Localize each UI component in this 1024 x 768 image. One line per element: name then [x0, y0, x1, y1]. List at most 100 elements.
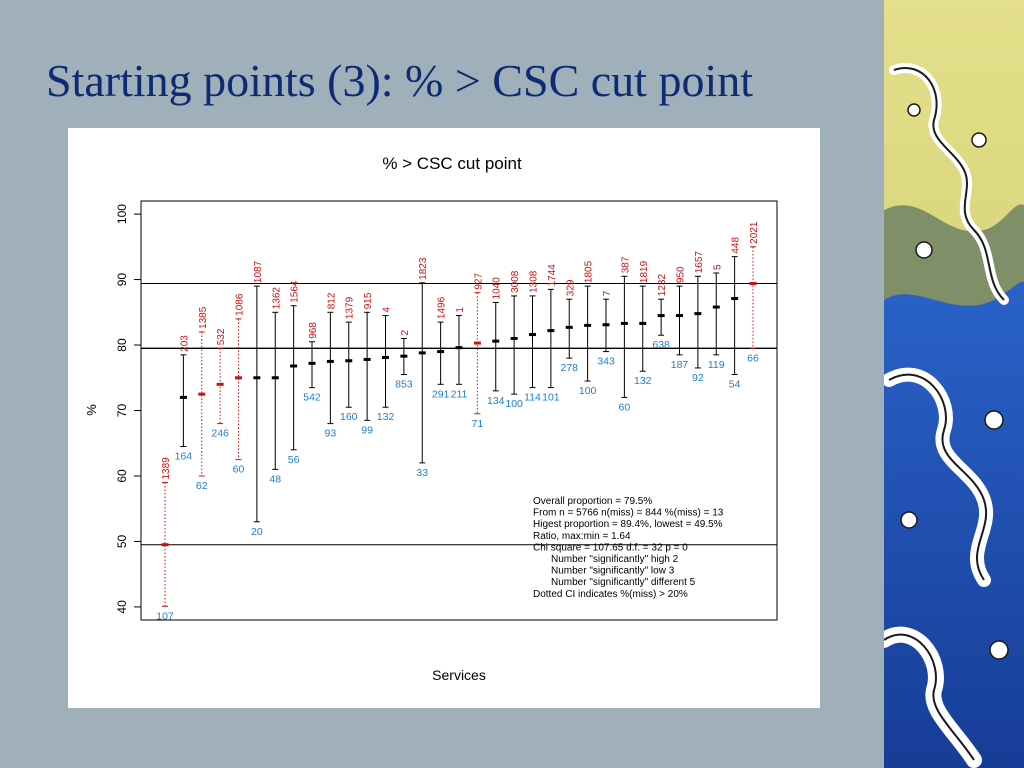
point-estimate — [749, 281, 757, 285]
point-estimate — [326, 359, 334, 363]
data-point: 1308 114 — [524, 270, 541, 403]
n-label: 448 — [731, 237, 742, 254]
miss-label: 71 — [472, 418, 484, 430]
miss-label: 134 — [487, 395, 505, 407]
miss-label: 542 — [303, 392, 321, 404]
point-estimate — [418, 351, 426, 355]
point-estimate — [437, 350, 445, 354]
point-estimate — [455, 346, 463, 350]
miss-label: 114 — [524, 392, 541, 404]
data-point: 1 211 — [451, 307, 468, 401]
n-label: 1496 — [437, 296, 448, 319]
point-estimate — [676, 314, 683, 318]
summary-line: Number "significantly" high 2 — [551, 554, 679, 565]
data-points: 1389 107 203 164 1385 62 532 246 1086 60 1087 20 136… — [156, 221, 760, 622]
point-estimate — [179, 395, 187, 399]
miss-label: 100 — [505, 398, 523, 410]
miss-label: 132 — [634, 375, 652, 387]
data-point: 1744 101 — [542, 264, 560, 404]
point-estimate — [198, 392, 206, 396]
data-point: 1819 132 — [634, 260, 652, 387]
point-estimate — [620, 321, 628, 325]
data-point: 950 187 — [671, 266, 689, 371]
point-estimate — [253, 376, 261, 380]
summary-line: From n = 5766 n(miss) = 844 %(miss) = 13 — [533, 508, 724, 519]
data-point: 968 542 — [303, 322, 321, 404]
data-point: 812 93 — [325, 292, 338, 439]
chart-panel: % > CSC cut point % Services 40 50 60 70 80 9… — [68, 128, 820, 708]
summary-line: Dotted CI indicates %(miss) > 20% — [533, 589, 688, 600]
point-estimate — [602, 323, 610, 327]
x-axis-label: Services — [432, 667, 486, 683]
data-point: 2 853 — [395, 329, 413, 390]
miss-label: 246 — [211, 428, 229, 440]
chart-title: % > CSC cut point — [382, 154, 522, 173]
point-estimate — [161, 543, 169, 547]
n-label: 950 — [676, 266, 687, 283]
point-estimate — [565, 325, 573, 329]
n-label: 329 — [565, 279, 576, 296]
n-label: 1040 — [492, 277, 503, 300]
miss-label: 62 — [196, 480, 208, 492]
miss-label: 100 — [579, 385, 597, 397]
y-tick-label: 60 — [115, 469, 129, 483]
point-estimate — [235, 376, 242, 380]
point-estimate — [731, 297, 739, 301]
data-point: 1496 291 — [432, 296, 450, 400]
point-estimate — [639, 321, 647, 325]
point-estimate — [271, 376, 279, 380]
miss-label: 638 — [652, 339, 670, 351]
n-label: 1564 — [290, 280, 301, 303]
point-estimate — [529, 333, 536, 337]
data-point: 1385 62 — [196, 306, 209, 492]
point-estimate — [492, 339, 500, 343]
n-label: 1232 — [657, 274, 668, 297]
n-label: 1819 — [639, 260, 650, 283]
miss-label: 54 — [729, 378, 741, 390]
summary-text: Overall proportion = 79.5%From n = 5766 … — [533, 496, 724, 600]
miss-label: 99 — [361, 424, 373, 436]
summary-line: Chi square = 107.65 d.f. = 32 p = 0 — [533, 542, 688, 553]
data-point: 1379 160 — [340, 296, 358, 423]
n-label: 3008 — [510, 270, 521, 293]
data-point: 448 54 — [729, 237, 742, 391]
data-point: 927 71 — [472, 273, 485, 430]
data-point: 532 246 — [211, 328, 229, 439]
summary-line: Ratio, max:min = 1.64 — [533, 531, 631, 542]
slide-title: Starting points (3): % > CSC cut point — [46, 55, 754, 106]
data-point: 4 132 — [377, 307, 395, 424]
miss-label: 291 — [432, 388, 450, 400]
data-point: 1040 134 — [487, 277, 505, 407]
data-point: 1823 33 — [416, 257, 429, 479]
y-tick-label: 80 — [115, 338, 129, 352]
data-point: 1805 100 — [579, 260, 597, 397]
n-label: 1086 — [235, 293, 246, 316]
miss-label: 48 — [269, 473, 281, 485]
plot-frame — [140, 200, 778, 621]
data-point: 2021 66 — [747, 221, 760, 364]
miss-label: 278 — [560, 362, 578, 374]
miss-label: 119 — [708, 359, 725, 371]
miss-label: 853 — [395, 378, 413, 390]
n-label: 915 — [363, 292, 374, 309]
chart: % > CSC cut point % Services 40 50 60 70 80 9… — [84, 154, 778, 683]
n-label: 812 — [326, 292, 337, 309]
n-label: 2 — [400, 329, 411, 335]
miss-label: 93 — [325, 428, 337, 440]
summary-line: Number "significantly" low 3 — [551, 566, 675, 577]
point-estimate — [473, 341, 481, 345]
y-tick-label: 90 — [115, 273, 129, 287]
miss-label: 56 — [288, 454, 300, 466]
wave-illustration-icon — [884, 0, 1024, 768]
n-label: 1379 — [345, 296, 356, 319]
miss-label: 92 — [692, 372, 704, 384]
point-estimate — [308, 361, 316, 365]
n-label: 2021 — [749, 221, 760, 244]
y-axis-ticks: 40 50 60 70 80 90 100 — [115, 204, 141, 614]
n-label: 7 — [602, 290, 613, 296]
y-axis-label: % — [84, 404, 99, 416]
point-estimate — [657, 314, 665, 318]
n-label: 1389 — [161, 457, 172, 480]
miss-label: 132 — [377, 411, 395, 423]
miss-label: 20 — [251, 526, 263, 538]
